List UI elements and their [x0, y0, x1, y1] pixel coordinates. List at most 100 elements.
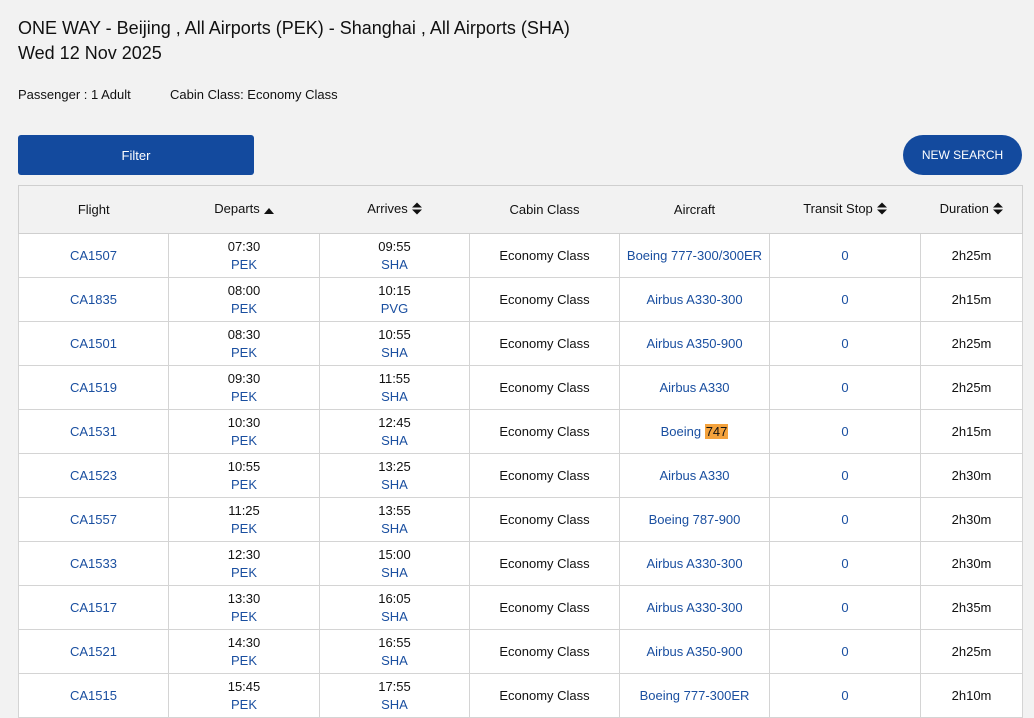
flight-cell: CA1531	[18, 409, 169, 454]
flight-number-link[interactable]: CA1517	[70, 599, 117, 615]
filter-button[interactable]: Filter	[18, 135, 254, 175]
transit-stop-link[interactable]: 0	[841, 335, 849, 351]
aircraft-name: Airbus A330-300	[646, 291, 743, 307]
arrival-airport-link[interactable]: SHA	[381, 476, 408, 492]
aircraft-link[interactable]: Airbus A330-300	[646, 556, 742, 571]
aircraft-link[interactable]: Boeing 777-300/300ER	[627, 248, 762, 263]
arrival-airport-link[interactable]: SHA	[381, 344, 408, 360]
arrives-cell: 10:55 SHA	[319, 321, 470, 366]
departure-time: 11:25	[228, 502, 260, 518]
arrival-time: 11:55	[378, 370, 411, 386]
transit-stop-link[interactable]: 0	[841, 643, 849, 659]
cabin-class-cell: Economy Class	[469, 585, 620, 630]
departure-airport-link[interactable]: PEK	[230, 256, 257, 272]
transit-stop-link[interactable]: 0	[841, 291, 849, 307]
arrival-airport-link[interactable]: SHA	[381, 520, 408, 536]
aircraft-link[interactable]: Airbus A330-300	[646, 600, 742, 615]
arrival-airport-link[interactable]: SHA	[381, 608, 408, 624]
aircraft-link[interactable]: Boeing 787-900	[649, 512, 741, 527]
sort-icon[interactable]	[411, 202, 422, 218]
aircraft-name: Airbus A330-300	[646, 555, 743, 571]
cabin-class-cell: Economy Class	[469, 629, 620, 674]
column-header-label: Departs	[214, 201, 260, 217]
column-header-label: Transit Stop	[803, 201, 873, 217]
flight-cell: CA1517	[18, 585, 169, 630]
arrival-airport-link[interactable]: SHA	[381, 256, 408, 272]
departure-time: 10:30	[227, 414, 261, 430]
flight-number-link[interactable]: CA1501	[70, 335, 117, 351]
transit-stop-link[interactable]: 0	[841, 379, 849, 395]
column-header-arrives[interactable]: Arrives	[319, 185, 470, 234]
flight-number-link[interactable]: CA1557	[70, 511, 117, 527]
flight-number-link[interactable]: CA1507	[70, 247, 117, 263]
flight-number-link[interactable]: CA1523	[70, 467, 117, 483]
flight-number-link[interactable]: CA1521	[70, 643, 117, 659]
transit-stop-link[interactable]: 0	[841, 511, 849, 527]
arrival-airport-link[interactable]: SHA	[381, 388, 408, 404]
aircraft-cell: Airbus A330-300	[619, 585, 770, 630]
arrives-cell: 15:00 SHA	[319, 541, 470, 586]
aircraft-name: Boeing	[660, 423, 705, 439]
aircraft-link[interactable]: Airbus A330-300	[646, 292, 742, 307]
transit-stop-link[interactable]: 0	[841, 247, 849, 263]
flight-cell: CA1521	[18, 629, 169, 674]
aircraft-link[interactable]: Boeing 747	[660, 423, 729, 439]
column-header-transit-stop[interactable]: Transit Stop	[769, 185, 921, 234]
transit-stop-link[interactable]: 0	[841, 687, 849, 703]
arrival-airport-link[interactable]: SHA	[381, 696, 408, 712]
sort-icon[interactable]	[992, 202, 1003, 218]
transit-stop-cell: 0	[769, 321, 921, 366]
departure-airport-link[interactable]: PEK	[230, 608, 257, 624]
departure-airport-link[interactable]: PEK	[230, 344, 257, 360]
arrival-airport-link[interactable]: SHA	[381, 432, 408, 448]
sort-ascending-icon[interactable]	[263, 203, 274, 218]
transit-stop-link[interactable]: 0	[841, 555, 849, 571]
table-row: CA1501 08:30 PEK 10:55 SHA Economy Class Airbu…	[18, 321, 1023, 366]
column-header-label: Aircraft	[673, 202, 716, 217]
flight-number-link[interactable]: CA1519	[70, 379, 117, 395]
aircraft-cell: Boeing 747	[619, 409, 770, 454]
transit-stop-link[interactable]: 0	[841, 599, 849, 615]
aircraft-link[interactable]: Airbus A350-900	[646, 644, 742, 659]
departure-airport-link[interactable]: PEK	[230, 476, 257, 492]
table-row: CA1521 14:30 PEK 16:55 SHA Economy Class Airbu…	[18, 629, 1023, 674]
aircraft-highlight: 747	[704, 423, 729, 439]
transit-stop-cell: 0	[769, 629, 921, 674]
aircraft-link[interactable]: Airbus A330	[659, 380, 729, 395]
column-header-label: Arrives	[367, 201, 408, 217]
transit-stop-link[interactable]: 0	[841, 467, 849, 483]
departure-airport-link[interactable]: PEK	[230, 652, 257, 668]
transit-stop-cell: 0	[769, 453, 921, 498]
departure-airport-link[interactable]: PEK	[230, 696, 257, 712]
departure-airport-link[interactable]: PEK	[230, 520, 257, 536]
flight-number-link[interactable]: CA1515	[70, 687, 117, 703]
flight-number-link[interactable]: CA1835	[70, 291, 117, 307]
transit-stop-link[interactable]: 0	[841, 423, 849, 439]
arrives-cell: 12:45 SHA	[319, 409, 470, 454]
aircraft-link[interactable]: Airbus A330	[659, 468, 729, 483]
departs-cell: 10:55 PEK	[168, 453, 320, 498]
column-header-departs[interactable]: Departs	[168, 185, 320, 234]
departure-airport-link[interactable]: PEK	[230, 432, 257, 448]
flight-cell: CA1523	[18, 453, 169, 498]
departure-time: 09:30	[227, 370, 261, 386]
cabin-class-cell: Economy Class	[469, 541, 620, 586]
arrival-time: 13:55	[378, 502, 411, 518]
aircraft-link[interactable]: Boeing 777-300ER	[640, 688, 750, 703]
arrival-time: 16:55	[378, 634, 411, 650]
new-search-button[interactable]: NEW SEARCH	[903, 135, 1022, 175]
arrival-airport-link[interactable]: PVG	[380, 300, 409, 316]
departure-airport-link[interactable]: PEK	[230, 564, 257, 580]
cabin-class-cell: Economy Class	[469, 497, 620, 542]
arrival-airport-link[interactable]: SHA	[381, 652, 408, 668]
aircraft-link[interactable]: Airbus A350-900	[646, 336, 742, 351]
arrival-airport-link[interactable]: SHA	[381, 564, 408, 580]
departure-airport-link[interactable]: PEK	[230, 300, 257, 316]
column-header-duration[interactable]: Duration	[920, 185, 1023, 234]
flight-number-link[interactable]: CA1531	[70, 423, 117, 439]
sort-icon[interactable]	[876, 202, 887, 218]
aircraft-name: Airbus A330-300	[646, 599, 743, 615]
departure-airport-link[interactable]: PEK	[230, 388, 257, 404]
flight-number-link[interactable]: CA1533	[70, 555, 117, 571]
cabin-class-cell: Economy Class	[469, 409, 620, 454]
